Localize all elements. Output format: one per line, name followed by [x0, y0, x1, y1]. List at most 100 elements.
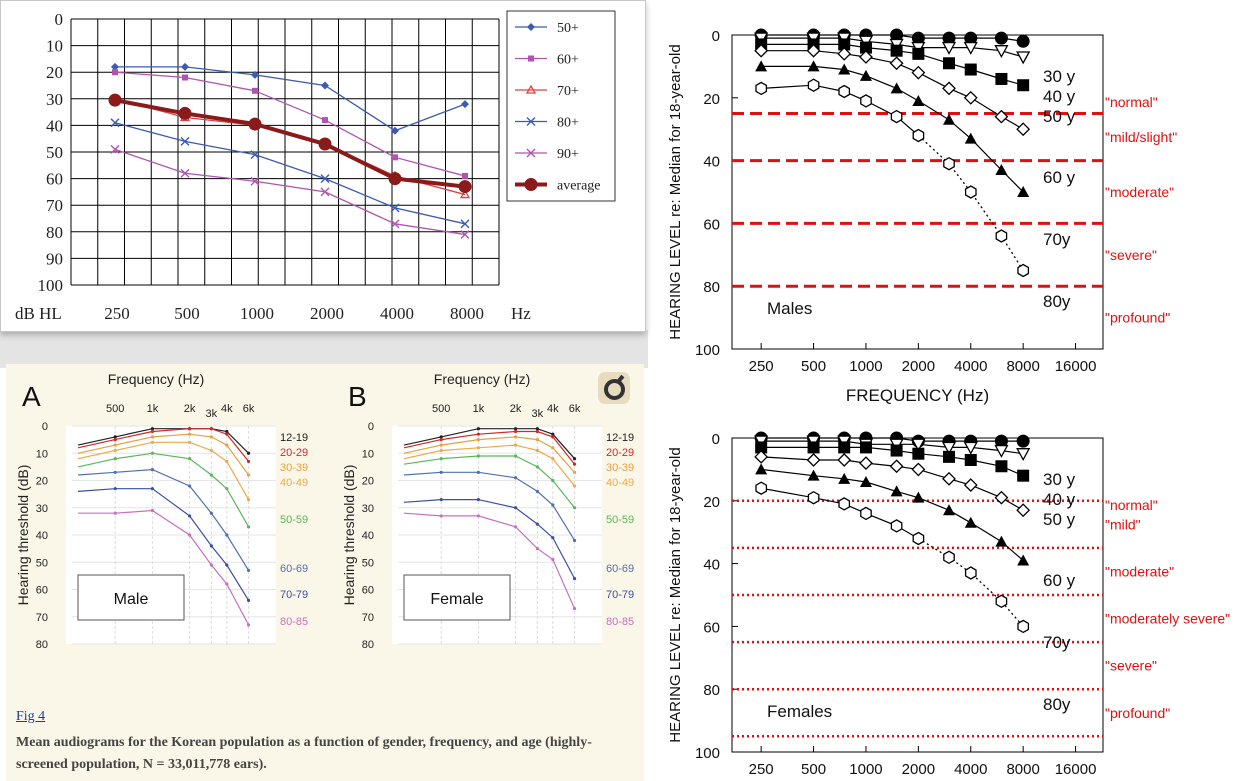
data-point-80y [890, 519, 903, 533]
data-point-12-19 [514, 427, 518, 431]
x-tick-label: 500 [801, 761, 826, 778]
x-tick-label: 2000 [310, 304, 344, 323]
data-point-80y [964, 566, 977, 580]
data-point-70-79 [535, 522, 539, 526]
data-point-70-79 [476, 497, 480, 502]
data-point-40-49 [209, 448, 213, 453]
data-point-50-59 [514, 454, 518, 458]
data-point-70y [755, 60, 768, 72]
plot-frame [731, 34, 1104, 350]
data-point-80+ [320, 174, 330, 184]
data-point-60 y [837, 453, 852, 467]
data-point-70y [859, 69, 872, 81]
data-point-50 y [890, 444, 903, 457]
data-point-12-19 [535, 427, 539, 431]
series-label-30 y: 30 y [1043, 67, 1076, 86]
audiogram-age-groups-chart: 0 10 20 30 40 50 60 70 80 90 100 dB HL 250 500 1000 200… [15, 10, 616, 323]
series-label-70-79: 70-79 [280, 589, 308, 601]
data-point-60-69 [188, 484, 192, 488]
data-point-20-29 [209, 427, 213, 431]
y-tick-label: 50 [46, 143, 63, 162]
data-point-50 y [995, 72, 1008, 85]
x-tick-label: 2000 [902, 761, 935, 778]
data-point-80y [860, 94, 872, 108]
data-point-50-59 [476, 454, 480, 458]
x-tick-label: 3k [206, 408, 218, 420]
data-point-80y [995, 594, 1008, 609]
data-point-70y [755, 463, 768, 475]
series-line-70y [761, 468, 1024, 561]
y-axis-label: dB HL [15, 304, 62, 323]
data-point-20-29 [439, 438, 443, 442]
series-label-12-19: 12-19 [606, 432, 634, 444]
figure-link[interactable]: Fig 4 [16, 709, 46, 724]
y-tick-label: 80 [46, 223, 63, 242]
data-point-50 y [912, 47, 925, 60]
data-point-50-59 [535, 465, 539, 469]
series-line-50 y [761, 43, 1024, 86]
data-point-50 y [1017, 79, 1030, 92]
data-point-80y [1017, 263, 1030, 278]
x-axis-label: Hz [511, 304, 531, 323]
series-label-40 y: 40 y [1043, 490, 1076, 509]
data-point-60+ [252, 87, 258, 94]
data-point-60 y [963, 90, 978, 105]
data-point-50+ [251, 70, 259, 79]
y-tick-label: 60 [46, 170, 63, 189]
data-point-30-39 [439, 443, 443, 447]
data-point-50 y [838, 38, 851, 51]
figure-caption: Mean audiograms for the Korean populatio… [16, 735, 592, 772]
data-point-12-19 [572, 457, 577, 461]
data-point-80-85 [514, 525, 518, 529]
data-point-50 y [838, 441, 851, 454]
data-point-30-39 [514, 435, 518, 439]
data-point-12-19 [225, 429, 229, 434]
data-point-20-29 [113, 438, 117, 442]
series-line-average [114, 98, 466, 189]
data-point-40-49 [150, 440, 154, 444]
data-point-80y [807, 78, 820, 92]
data-point-90+ [180, 168, 190, 178]
data-point-40-49 [476, 446, 480, 450]
legend-label: 50+ [557, 21, 579, 36]
data-point-50-59 [551, 478, 555, 483]
data-point-60 y [859, 50, 873, 64]
series-label-60 y: 60 y [1043, 168, 1076, 187]
series-label-80y: 80y [1043, 695, 1071, 714]
severity-label: "mild/slight" [1105, 129, 1177, 145]
y-tick-label: 40 [703, 557, 720, 574]
series-label-50-59: 50-59 [280, 514, 308, 526]
y-tick-label: 10 [362, 448, 374, 460]
data-point-50-59 [439, 457, 443, 461]
data-point-50 y [912, 447, 925, 460]
data-point-40 y [963, 441, 978, 455]
data-point-40-49 [572, 484, 577, 488]
y-tick-label: 30 [46, 90, 63, 109]
series-label-80y: 80y [1043, 292, 1071, 311]
x-tick-label: 16000 [1055, 761, 1097, 778]
data-point-average [318, 137, 332, 151]
legend-label: 60+ [557, 53, 579, 68]
data-point-20-29 [535, 429, 539, 434]
data-point-50 y [995, 460, 1008, 473]
data-point-60 y [806, 43, 821, 58]
data-point-40 y [1016, 448, 1031, 462]
series-label-50 y: 50 y [1043, 107, 1076, 126]
x-axis-title: Frequency (Hz) [108, 371, 204, 387]
data-point-50 y [755, 441, 768, 454]
sex-label-box [403, 574, 511, 621]
data-point-12-19 [113, 435, 117, 439]
data-point-80-85 [209, 563, 213, 567]
data-point-60+ [462, 172, 468, 179]
data-point-70-79 [150, 487, 154, 491]
zoom-icon[interactable] [598, 372, 630, 404]
data-point-30-39 [225, 443, 229, 447]
data-point-90+ [390, 219, 400, 229]
y-tick-label: 10 [36, 448, 48, 460]
data-point-50+ [321, 81, 329, 90]
series-line-40 y [761, 440, 1024, 455]
data-point-average [458, 180, 472, 194]
data-point-70y [890, 485, 903, 497]
y-tick-label: 70 [36, 612, 48, 624]
data-point-50 y [859, 441, 872, 454]
